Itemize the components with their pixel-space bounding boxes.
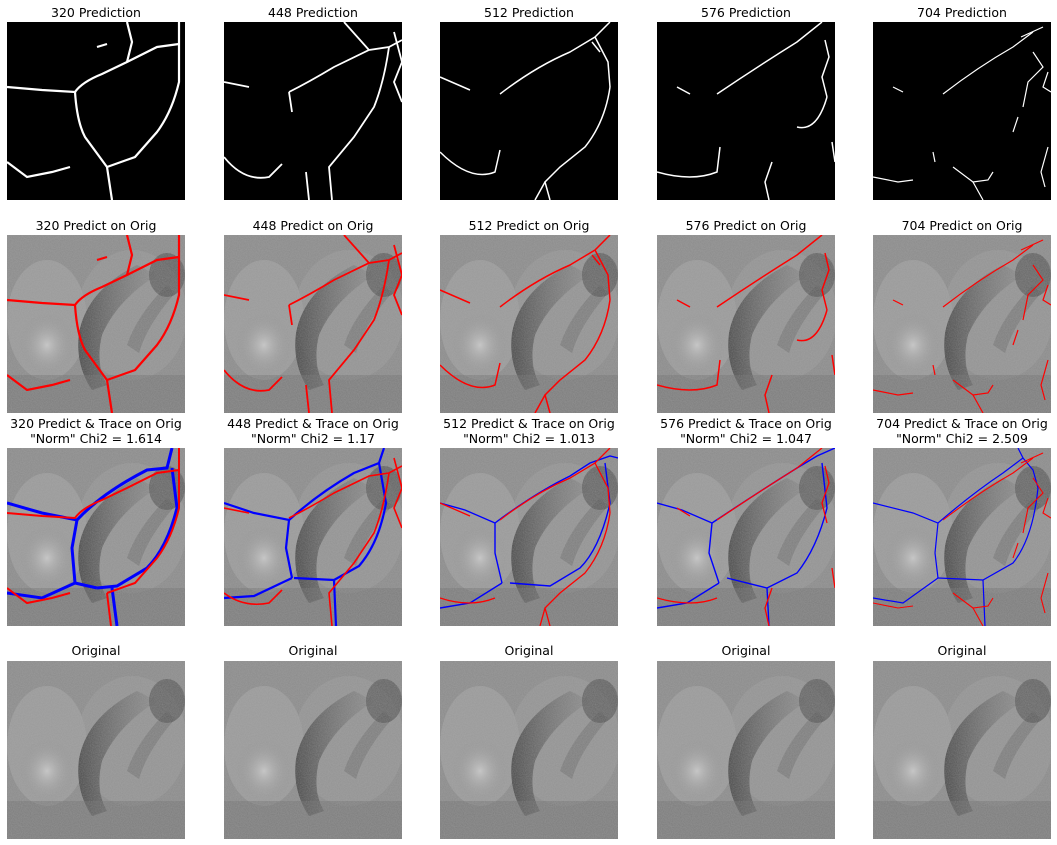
panel-title: 448 Predict on Orig bbox=[252, 218, 374, 233]
panel-title: Original bbox=[288, 643, 338, 658]
original-image bbox=[873, 661, 1051, 839]
prediction-image-320 bbox=[7, 22, 185, 200]
prediction-image-512 bbox=[440, 22, 618, 200]
original-image bbox=[7, 661, 185, 839]
panel-title: 576 Prediction bbox=[701, 5, 791, 20]
prediction-image-576 bbox=[657, 22, 835, 200]
original-image bbox=[440, 661, 618, 839]
panel-title: 576 Predict & Trace on Orig bbox=[660, 416, 832, 431]
predict-on-orig-image-576 bbox=[657, 235, 835, 413]
panel-subtitle: "Norm" Chi2 = 1.013 bbox=[463, 431, 595, 446]
panel-title: 320 Predict & Trace on Orig bbox=[10, 416, 182, 431]
panel-title: Original bbox=[721, 643, 771, 658]
panel-title: 448 Prediction bbox=[268, 5, 358, 20]
panel-title: 512 Predict on Orig bbox=[468, 218, 590, 233]
predict-on-orig-image-512 bbox=[440, 235, 618, 413]
predict-on-orig-image-448 bbox=[224, 235, 402, 413]
predict-on-orig-image-320 bbox=[7, 235, 185, 413]
panel-title: 512 Predict & Trace on Orig bbox=[443, 416, 615, 431]
panel-title: Original bbox=[504, 643, 554, 658]
panel-title: 704 Predict & Trace on Orig bbox=[876, 416, 1048, 431]
original-image bbox=[657, 661, 835, 839]
panel-title: 512 Prediction bbox=[484, 5, 574, 20]
predict-trace-image-320 bbox=[7, 448, 185, 626]
panel-title: 704 Predict on Orig bbox=[901, 218, 1023, 233]
panel-subtitle: "Norm" Chi2 = 1.614 bbox=[30, 431, 162, 446]
panel-subtitle: "Norm" Chi2 = 1.047 bbox=[680, 431, 812, 446]
original-image bbox=[224, 661, 402, 839]
predict-on-orig-image-704 bbox=[873, 235, 1051, 413]
panel-title: Original bbox=[71, 643, 121, 658]
panel-title: 448 Predict & Trace on Orig bbox=[227, 416, 399, 431]
panel-title: 576 Predict on Orig bbox=[685, 218, 807, 233]
predict-trace-image-704 bbox=[873, 448, 1051, 626]
prediction-image-704 bbox=[873, 22, 1051, 200]
panel-subtitle: "Norm" Chi2 = 1.17 bbox=[251, 431, 375, 446]
panel-title: 320 Predict on Orig bbox=[35, 218, 157, 233]
predict-trace-image-576 bbox=[657, 448, 835, 626]
predict-trace-image-512 bbox=[440, 448, 618, 626]
panel-title: Original bbox=[937, 643, 987, 658]
prediction-image-448 bbox=[224, 22, 402, 200]
panel-title: 704 Prediction bbox=[917, 5, 1007, 20]
panel-title: 320 Prediction bbox=[51, 5, 141, 20]
predict-trace-image-448 bbox=[224, 448, 402, 626]
panel-subtitle: "Norm" Chi2 = 2.509 bbox=[896, 431, 1028, 446]
